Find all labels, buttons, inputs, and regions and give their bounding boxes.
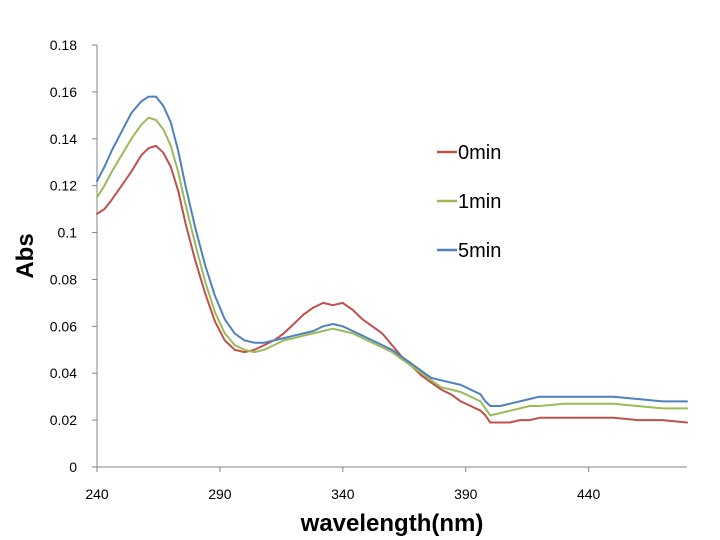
- legend-label-0min: 0min: [458, 142, 501, 164]
- legend-label-1min: 1min: [458, 191, 501, 213]
- y-tick-label: 0: [69, 459, 77, 475]
- legend-label-5min: 5min: [458, 240, 501, 262]
- y-tick-label: 0.06: [50, 318, 77, 334]
- y-tick-label: 0.02: [50, 412, 77, 428]
- series-line-0min: [96, 144, 688, 424]
- axes: 0 0.02 0.04 0.06 0.08 0.1 0.12 0.14 0.16 0.18 240 2…: [50, 37, 687, 502]
- x-tick-label: 290: [208, 486, 232, 502]
- x-axis-title: wavelength(nm): [300, 510, 484, 537]
- y-tick-label: 0.18: [50, 37, 77, 53]
- series-line-5min: [96, 95, 688, 407]
- x-tick-label: 440: [577, 486, 601, 502]
- y-tick-label: 0.1: [58, 225, 78, 241]
- x-tick-label: 340: [331, 486, 355, 502]
- y-tick-label: 0.14: [50, 131, 77, 147]
- x-tick-label: 240: [85, 486, 109, 502]
- y-tick-label: 0.16: [50, 84, 77, 100]
- x-tick-label: 390: [454, 486, 478, 502]
- y-tick-label: 0.04: [50, 365, 77, 381]
- y-tick-label: 0.12: [50, 178, 77, 194]
- y-tick-label: 0.08: [50, 271, 77, 287]
- legend: 0min 1min 5min: [437, 142, 501, 262]
- series-line-1min: [96, 116, 688, 417]
- y-axis-title: Abs: [12, 233, 39, 278]
- series-layer: [96, 95, 688, 424]
